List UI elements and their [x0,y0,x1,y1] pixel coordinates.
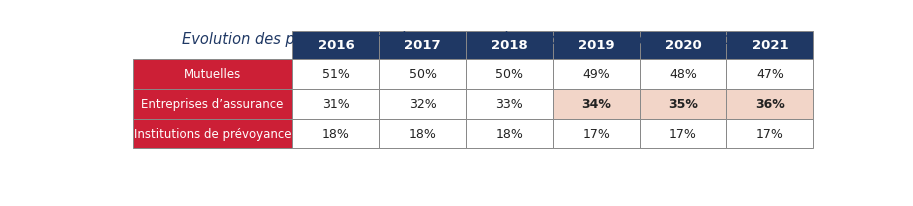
Bar [292,60,379,89]
Bar [553,89,640,119]
Bar [292,119,379,149]
Bar [640,119,727,149]
Text: 50%: 50% [496,68,523,81]
Text: 33%: 33% [496,98,523,111]
Text: 2016: 2016 [318,39,354,52]
Bar [379,89,466,119]
Text: 2020: 2020 [665,39,701,52]
Text: 51%: 51% [322,68,350,81]
Bar [640,89,727,119]
Bar [132,60,292,89]
Text: 35%: 35% [668,98,698,111]
Text: 17%: 17% [756,127,783,140]
Text: 34%: 34% [582,98,611,111]
Bar [132,32,292,60]
Text: 17%: 17% [669,127,697,140]
Text: Evolution des parts de marché des OC santé (en pourcentage des cotisations): Evolution des parts de marché des OC san… [182,31,754,47]
Bar [640,32,727,60]
Text: 18%: 18% [496,127,523,140]
Bar [553,32,640,60]
Text: 2018: 2018 [491,39,528,52]
Text: 18%: 18% [409,127,436,140]
Text: 2021: 2021 [751,39,788,52]
Text: 18%: 18% [322,127,350,140]
Bar [379,60,466,89]
Bar [727,32,813,60]
Text: 48%: 48% [669,68,697,81]
Text: 49%: 49% [582,68,610,81]
Bar [379,119,466,149]
Text: Institutions de prévoyance: Institutions de prévoyance [133,127,291,140]
Bar [466,32,553,60]
Text: 36%: 36% [755,98,784,111]
Bar [553,119,640,149]
Bar [727,60,813,89]
Text: 17%: 17% [582,127,610,140]
Bar [727,119,813,149]
Text: 2017: 2017 [404,39,441,52]
Text: Mutuelles: Mutuelles [184,68,241,81]
Text: Entreprises d’assurance: Entreprises d’assurance [142,98,284,111]
Bar [292,89,379,119]
Bar [132,89,292,119]
Text: 2019: 2019 [578,39,614,52]
Text: 32%: 32% [409,98,436,111]
Text: 47%: 47% [756,68,783,81]
Bar [727,89,813,119]
Bar [132,119,292,149]
Bar [466,119,553,149]
Bar [379,32,466,60]
Bar [553,60,640,89]
Text: 31%: 31% [322,98,350,111]
Text: 50%: 50% [409,68,436,81]
Bar [466,89,553,119]
Bar [640,60,727,89]
Bar [466,60,553,89]
Bar [292,32,379,60]
